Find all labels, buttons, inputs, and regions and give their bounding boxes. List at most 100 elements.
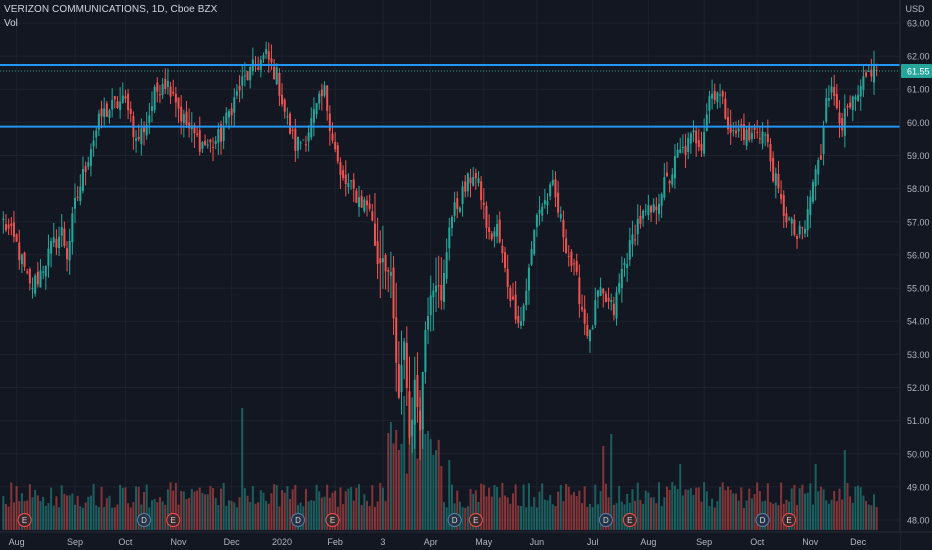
- volume-bar: [421, 420, 424, 530]
- volume-bar: [97, 507, 100, 530]
- volume-bar: [10, 482, 13, 530]
- candle-body: [437, 285, 440, 287]
- event-marker-circle: [622, 513, 637, 527]
- volume-bar: [403, 396, 406, 530]
- volume-bar: [501, 482, 504, 530]
- volume-bar: [806, 492, 809, 530]
- time-tick-label: Sep: [67, 537, 83, 547]
- volume-bar: [344, 491, 347, 530]
- volume-bar: [472, 493, 475, 530]
- price-tick-label: 50.00: [907, 449, 930, 459]
- candle-body: [448, 227, 451, 249]
- candle-body: [607, 297, 610, 302]
- candle-body: [798, 225, 801, 235]
- volume-bar: [708, 506, 711, 530]
- time-tick-label: 2020: [272, 537, 292, 547]
- volume-bar: [312, 500, 315, 530]
- volume-bar: [249, 502, 252, 530]
- volume-bar: [875, 506, 878, 530]
- volume-bar: [841, 499, 844, 530]
- volume-bar: [809, 483, 812, 530]
- candle-body: [265, 48, 268, 55]
- candle-body: [161, 84, 164, 95]
- volume-bar: [108, 495, 111, 530]
- volume-bar: [854, 486, 857, 530]
- volume-bar: [626, 493, 629, 530]
- volume-bar: [164, 504, 167, 530]
- candle-body: [504, 252, 507, 268]
- candle-body: [34, 275, 37, 294]
- candle-body: [519, 321, 522, 326]
- volume-bar: [4, 504, 7, 530]
- time-axis[interactable]: Aug Sep Oct Nov Dec 2020 Feb 3 Apr May Jun Jul Aug Se…: [0, 531, 932, 550]
- candle-body: [551, 180, 554, 185]
- candle-body: [344, 174, 347, 184]
- volume-bar: [145, 484, 148, 530]
- event-marker-circle: [325, 513, 340, 527]
- volume-bar: [437, 439, 440, 530]
- horizontal-levels[interactable]: [0, 64, 900, 128]
- volume-bar: [100, 486, 103, 530]
- volume-bar: [530, 506, 533, 530]
- candle-body: [764, 134, 767, 136]
- volume-bar: [360, 505, 363, 530]
- volume-bar: [705, 491, 708, 530]
- candle-body: [697, 140, 700, 147]
- volume-bar: [55, 496, 58, 530]
- event-marker-label: D: [760, 516, 766, 525]
- candle-body: [737, 128, 740, 132]
- volume-bar: [857, 485, 860, 530]
- volume-bar: [267, 503, 270, 530]
- volume-bar: [772, 503, 775, 530]
- candle-body: [71, 213, 74, 243]
- volume-bar: [442, 502, 445, 530]
- volume-bar: [657, 482, 661, 530]
- candle-body: [267, 51, 270, 60]
- candle-body: [95, 130, 98, 138]
- candle-body: [846, 106, 849, 108]
- candle-body: [843, 108, 846, 136]
- volume-bar: [291, 489, 294, 530]
- volume-bar: [318, 491, 321, 530]
- volume-bar: [135, 486, 138, 530]
- volume-bar: [509, 503, 512, 530]
- candle-body: [55, 238, 58, 248]
- event-marker-circle: [598, 513, 613, 527]
- volume-bar: [283, 492, 286, 530]
- volume-bar: [753, 494, 756, 530]
- volume-bar: [703, 482, 706, 530]
- time-tick-label: Jul: [587, 537, 599, 547]
- candle-body: [841, 118, 844, 131]
- volume-bar: [758, 491, 761, 530]
- candle-body: [103, 108, 106, 117]
- candle-body: [23, 252, 26, 267]
- time-axis-bg: [0, 532, 900, 550]
- price-axis[interactable]: USD 63.00 62.00 61.00 60.00 59.00 58.00 57.00 56…: [899, 0, 932, 550]
- time-tick-label: Apr: [424, 537, 438, 547]
- volume-bar: [273, 484, 276, 530]
- candle-body: [411, 419, 414, 436]
- price-tick-label: 61.00: [907, 85, 930, 95]
- volume-bar: [339, 487, 342, 530]
- candle-body: [567, 255, 570, 257]
- candle-body: [581, 306, 584, 310]
- volume-bar: [81, 507, 84, 530]
- candle-body: [814, 169, 817, 187]
- time-tick-label: Oct: [750, 537, 765, 547]
- volume-bar: [551, 504, 554, 530]
- candle-body: [350, 180, 353, 182]
- volume-bar: [796, 505, 799, 530]
- volume-bar: [347, 488, 350, 530]
- volume-bar: [350, 487, 353, 530]
- event-marker-label: D: [141, 516, 147, 525]
- volume-bar: [511, 493, 515, 530]
- candle-body: [865, 72, 868, 77]
- volume-bar: [573, 491, 576, 530]
- candle-body: [612, 303, 615, 316]
- candle-body: [286, 116, 289, 118]
- candle-body: [599, 287, 602, 296]
- candle-body: [304, 144, 307, 146]
- candle-body: [748, 127, 751, 141]
- volume-bar: [376, 501, 379, 530]
